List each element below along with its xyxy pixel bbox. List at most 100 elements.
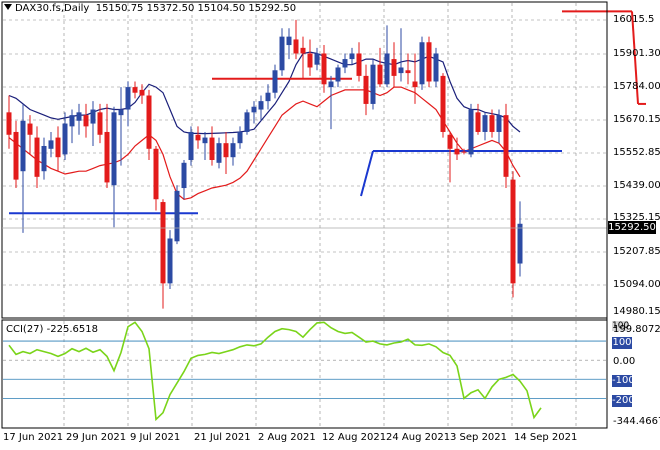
price-axis-label: 15439.00	[613, 180, 660, 191]
candle-body	[468, 109, 474, 155]
candle-body	[454, 148, 460, 155]
candle-body	[363, 75, 369, 104]
candle-body	[447, 134, 453, 149]
candle-body	[356, 53, 362, 76]
candle-body	[475, 112, 481, 132]
time-axis-label: 9 Jul 2021	[130, 432, 181, 443]
price-axis-label: 15901.30	[613, 48, 660, 59]
candle-body	[167, 238, 173, 284]
candle-body	[307, 53, 313, 68]
candle-body	[258, 101, 264, 110]
candle-body	[377, 64, 383, 85]
candle-body	[223, 143, 229, 158]
high-value: 15372.50	[146, 3, 195, 14]
cci-pane[interactable]	[1, 319, 608, 429]
time-axis-label: 24 Aug 2021	[386, 432, 451, 443]
support-line-connector	[360, 150, 374, 197]
cci-series	[8, 321, 542, 422]
candle-body	[118, 109, 124, 116]
candle-body	[104, 131, 110, 183]
cci-level-label: 100	[612, 337, 632, 349]
candle-body	[69, 115, 75, 127]
candle-body	[174, 190, 180, 242]
cci-grid	[3, 321, 606, 427]
low-value: 15104.50	[197, 3, 246, 14]
current-price-tag: 15292.50	[608, 221, 656, 234]
candle-body	[461, 151, 467, 153]
candle-body	[244, 112, 250, 132]
candle-body	[321, 53, 327, 85]
cci-min-label: -344.4667	[613, 416, 660, 427]
candle-body	[482, 115, 488, 132]
candle-body	[188, 131, 194, 160]
candle-body	[216, 143, 222, 163]
candle-body	[517, 223, 523, 264]
candle-body	[209, 137, 215, 160]
candle-body	[20, 120, 26, 172]
candle-body	[286, 36, 292, 46]
candle-body	[41, 145, 47, 172]
candle-body	[55, 137, 61, 158]
price-axis-label: 15094.00	[613, 279, 660, 290]
candle-body	[279, 36, 285, 71]
candle-body	[405, 70, 411, 74]
price-axis-label: 15207.85	[613, 246, 660, 257]
close-value: 15292.50	[248, 3, 297, 14]
candlestick-series	[6, 19, 523, 309]
cci-line	[8, 321, 542, 422]
candle-body	[398, 67, 404, 74]
candle-body	[237, 131, 243, 144]
open-value: 15150.75	[95, 3, 144, 14]
candle-body	[34, 137, 40, 177]
candle-body	[328, 81, 334, 88]
candle-body	[426, 42, 432, 82]
candle-body	[384, 53, 390, 85]
time-axis-label: 3 Sep 2021	[450, 432, 508, 443]
candle-body	[195, 134, 201, 141]
candle-body	[314, 53, 320, 65]
candle-body	[335, 67, 341, 82]
candle-body	[349, 53, 355, 60]
candle-body	[90, 109, 96, 124]
candle-body	[510, 179, 516, 284]
cci-level-label: -100	[612, 375, 635, 387]
candle-body	[265, 92, 271, 102]
price-axis-label: 15552.85	[613, 147, 660, 158]
candle-body	[419, 42, 425, 85]
candle-body	[97, 112, 103, 135]
chart-header: DAX30.fs,Daily 15150.75 15372.50 15104.5…	[4, 3, 296, 14]
price-axis-label: 15784.00	[613, 81, 660, 92]
candle-body	[300, 47, 306, 54]
symbol-dropdown-icon[interactable]	[4, 4, 12, 10]
candle-body	[272, 70, 278, 93]
candle-body	[6, 112, 12, 135]
time-axis-label: 29 Jun 2021	[66, 432, 127, 443]
candle-body	[496, 115, 502, 132]
candle-body	[160, 202, 166, 284]
candle-body	[440, 75, 446, 132]
candle-body	[503, 115, 509, 177]
candle-body	[370, 64, 376, 104]
cci-level-label: -200	[612, 395, 635, 407]
time-axis-label: 14 Sep 2021	[514, 432, 578, 443]
candle-body	[62, 123, 68, 155]
price-axis-label: 14980.15	[613, 306, 660, 317]
candle-body	[111, 112, 117, 186]
time-axis-label: 21 Jul 2021	[194, 432, 251, 443]
lower-band-line	[8, 86, 521, 200]
price-axis-label: 15325.15	[613, 212, 660, 223]
candle-body	[251, 106, 257, 113]
cci-indicator-label: CCI(27) -225.6518	[6, 324, 98, 335]
candle-body	[13, 131, 19, 180]
candle-body	[489, 115, 495, 132]
candle-body	[132, 87, 138, 93]
candle-body	[342, 59, 348, 68]
candle-body	[139, 89, 145, 96]
symbol-label: DAX30.fs,Daily	[15, 3, 90, 14]
candle-body	[48, 140, 54, 149]
candle-body	[153, 148, 159, 200]
candle-body	[433, 53, 439, 82]
candle-body	[27, 123, 33, 135]
candle-body	[76, 112, 82, 121]
